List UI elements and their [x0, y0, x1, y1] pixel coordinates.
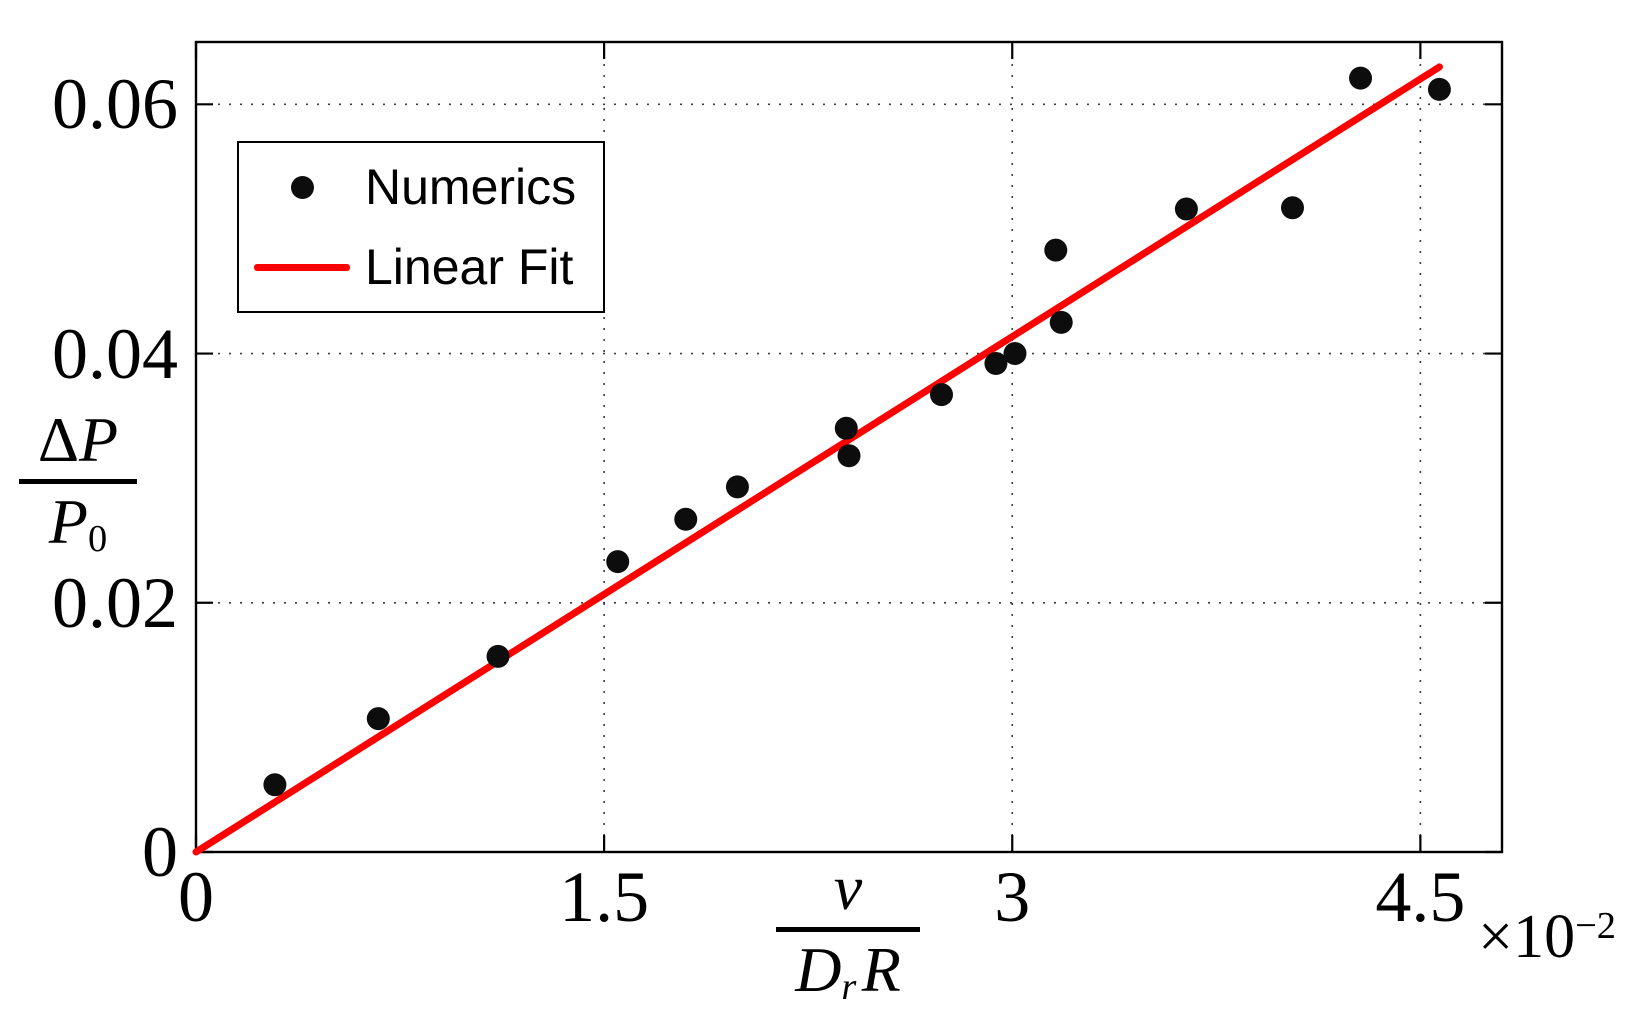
data-point [1174, 197, 1198, 221]
data-point [1049, 310, 1073, 334]
y-axis-label-denominator: P0 [48, 486, 108, 561]
y-tick-label: 0.06 [52, 64, 178, 145]
legend: Numerics Linear Fit [237, 141, 605, 313]
data-point [1427, 77, 1451, 101]
y-axis-label: ΔP P0 [8, 404, 148, 561]
plot-border [194, 40, 1504, 854]
y-tick-label: 0.02 [52, 562, 178, 643]
data-point [263, 773, 287, 797]
data-point [725, 475, 749, 499]
y-axis-label-numerator: ΔP [37, 404, 119, 475]
data-point [834, 416, 858, 440]
y-tick-label: 0.04 [52, 313, 178, 394]
data-point [606, 550, 630, 574]
data-point [674, 507, 698, 531]
x-tick-label: 1.5 [559, 857, 650, 937]
x-tick-label: 4.5 [1375, 857, 1466, 937]
scatter-dot-marker-icon [290, 175, 314, 199]
data-point [1003, 342, 1027, 366]
fit-line [192, 63, 1443, 856]
data-point [930, 383, 954, 407]
x-tick-label: 0 [178, 857, 214, 937]
axis-exponent-label: ×10−2 [1478, 903, 1616, 971]
data-point [1280, 196, 1304, 220]
x-axis-label-denominator: Dr R [795, 934, 901, 1009]
data-point [1044, 238, 1068, 262]
fraction-bar [19, 479, 137, 484]
x-tick-label: 3 [994, 857, 1031, 937]
legend-label-linear-fit: Linear Fit [365, 239, 574, 295]
data-point [366, 707, 390, 731]
y-tick-label: 0 [142, 812, 178, 892]
data-point [1349, 66, 1373, 90]
legend-marker-zone [239, 175, 365, 199]
data-point [984, 352, 1008, 376]
x-axis-label: v Dr R [748, 852, 948, 1009]
legend-entry-linear-fit: Linear Fit [239, 231, 603, 303]
legend-label-numerics: Numerics [365, 159, 577, 215]
legend-entry-numerics: Numerics [239, 151, 603, 223]
fraction-bar [776, 927, 920, 932]
data-point [837, 444, 861, 468]
x-axis-label-numerator: v [833, 852, 863, 923]
line-marker-icon [254, 263, 350, 271]
legend-marker-zone [239, 263, 365, 271]
data-point [486, 644, 510, 668]
